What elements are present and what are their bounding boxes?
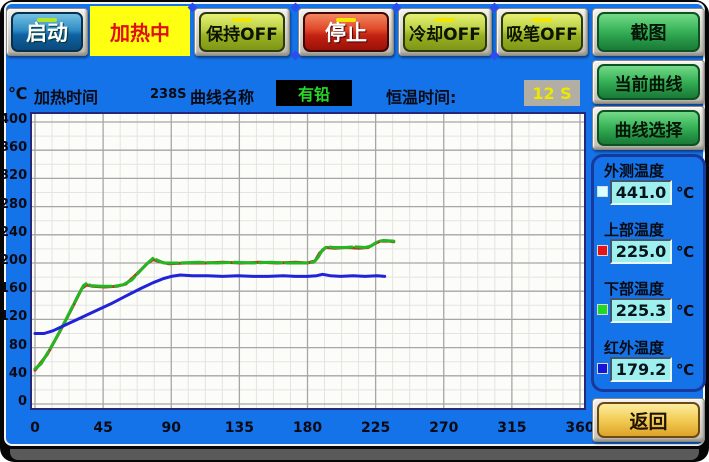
pen-off-button[interactable]: 吸笔OFF: [501, 12, 583, 52]
y-axis-unit-label: ℃: [8, 84, 28, 103]
hold-off-button[interactable]: 保持OFF: [199, 12, 285, 52]
lower-temp-unit: ℃: [676, 302, 695, 320]
stop-button[interactable]: 停止: [303, 12, 389, 52]
current-curve-button[interactable]: 当前曲线: [597, 64, 700, 100]
upper-temp-value: 225.0: [610, 239, 672, 264]
infrared-temp-swatch-icon: [597, 363, 608, 374]
y-tick-label: 120: [0, 309, 28, 325]
curve-infrared-temp: [33, 272, 387, 335]
bezel-bottom-strip: [10, 449, 699, 460]
led-indicator: [232, 18, 252, 22]
upper-temp-swatch-icon: [597, 245, 608, 256]
y-tick-label: 200: [0, 253, 28, 268]
heat-time-label: 加热时间: [34, 88, 99, 107]
pen-off-button-label: 吸笔OFF: [506, 24, 578, 45]
led-indicator: [336, 18, 356, 22]
lower-temp-swatch-icon: [597, 304, 608, 315]
y-tick-label: 160: [0, 281, 28, 297]
x-tick-label: 315: [497, 420, 527, 436]
upper-temp-unit: ℃: [676, 243, 695, 261]
pen-button-plate: 吸笔OFF: [496, 8, 588, 56]
curve-select-button[interactable]: 曲线选择: [597, 110, 700, 146]
temperature-chart: [30, 112, 586, 410]
x-tick-label: 225: [361, 420, 391, 436]
lower-temp-value: 225.3: [610, 298, 672, 323]
infrared-temp-unit: ℃: [676, 361, 695, 379]
cool-off-button-label: 冷却OFF: [409, 24, 481, 45]
temperature-readout-panel: [591, 154, 706, 392]
back-button-plate: 返回: [592, 398, 705, 442]
x-tick-label: 90: [161, 420, 181, 436]
y-tick-label: 40: [8, 365, 27, 381]
lower-temp-label: 下部温度: [604, 280, 665, 298]
back-button[interactable]: 返回: [597, 402, 700, 438]
external-temp-swatch-icon: [597, 186, 608, 197]
start-button-plate: 启动: [6, 8, 88, 56]
y-tick-label: 80: [8, 337, 27, 353]
x-tick-label: 180: [292, 420, 323, 436]
led-indicator: [532, 18, 552, 22]
heating-status-label: 加热中: [110, 20, 170, 45]
stop-button-plate: 停止: [298, 8, 394, 56]
screenshot-button[interactable]: 截图: [597, 12, 700, 52]
hold-button-plate: 保持OFF: [194, 8, 290, 56]
curve-select-plate: 曲线选择: [592, 106, 705, 150]
screenshot-button-label: 截图: [630, 23, 667, 44]
infrared-temp-label: 红外温度: [604, 339, 665, 357]
led-indicator: [435, 18, 455, 22]
external-temp-label: 外测温度: [604, 162, 665, 180]
y-tick-label: 240: [0, 224, 28, 240]
curve-lower-temp: [33, 238, 396, 371]
curve-name-value-box: 有铅: [276, 80, 352, 106]
start-button[interactable]: 启动: [11, 12, 83, 52]
temperature-curves: [32, 114, 584, 408]
y-tick-label: 400: [0, 112, 28, 127]
y-tick-label: 280: [0, 196, 28, 212]
screenshot-button-plate: 截图: [592, 8, 705, 56]
curve-select-button-label: 曲线选择: [614, 120, 683, 141]
hold-time-value: 12 S: [532, 83, 572, 103]
external-temp-unit: ℃: [676, 184, 695, 202]
heat-time-value: 238S: [150, 87, 187, 102]
hold-time-label: 恒温时间:: [386, 88, 457, 107]
cool-off-button[interactable]: 冷却OFF: [403, 12, 487, 52]
curve-name-label: 曲线名称: [190, 88, 255, 107]
x-tick-label: 270: [429, 420, 459, 436]
y-tick-label: 320: [0, 168, 28, 184]
infrared-temp-value: 179.2: [610, 357, 672, 382]
x-tick-label: 45: [93, 420, 113, 436]
back-button-label: 返回: [629, 410, 668, 433]
y-tick-label: 0: [17, 394, 27, 409]
start-button-label: 启动: [26, 21, 68, 45]
led-indicator: [37, 18, 57, 22]
x-tick-label: 0: [30, 420, 40, 436]
curve-name-value: 有铅: [297, 85, 330, 104]
stop-button-label: 停止: [325, 21, 367, 45]
hold-off-button-label: 保持OFF: [206, 24, 278, 45]
current-curve-button-label: 当前曲线: [614, 74, 683, 95]
x-tick-label: 360: [565, 420, 595, 436]
upper-temp-label: 上部温度: [604, 221, 665, 239]
current-curve-plate: 当前曲线: [592, 60, 705, 104]
x-tick-label: 135: [224, 420, 254, 436]
y-tick-label: 360: [0, 140, 28, 156]
hold-time-value-box: 12 S: [524, 80, 580, 106]
cool-button-plate: 冷却OFF: [398, 8, 492, 56]
heating-status-panel[interactable]: 加热中: [90, 6, 190, 56]
external-temp-value: 441.0: [610, 180, 672, 205]
